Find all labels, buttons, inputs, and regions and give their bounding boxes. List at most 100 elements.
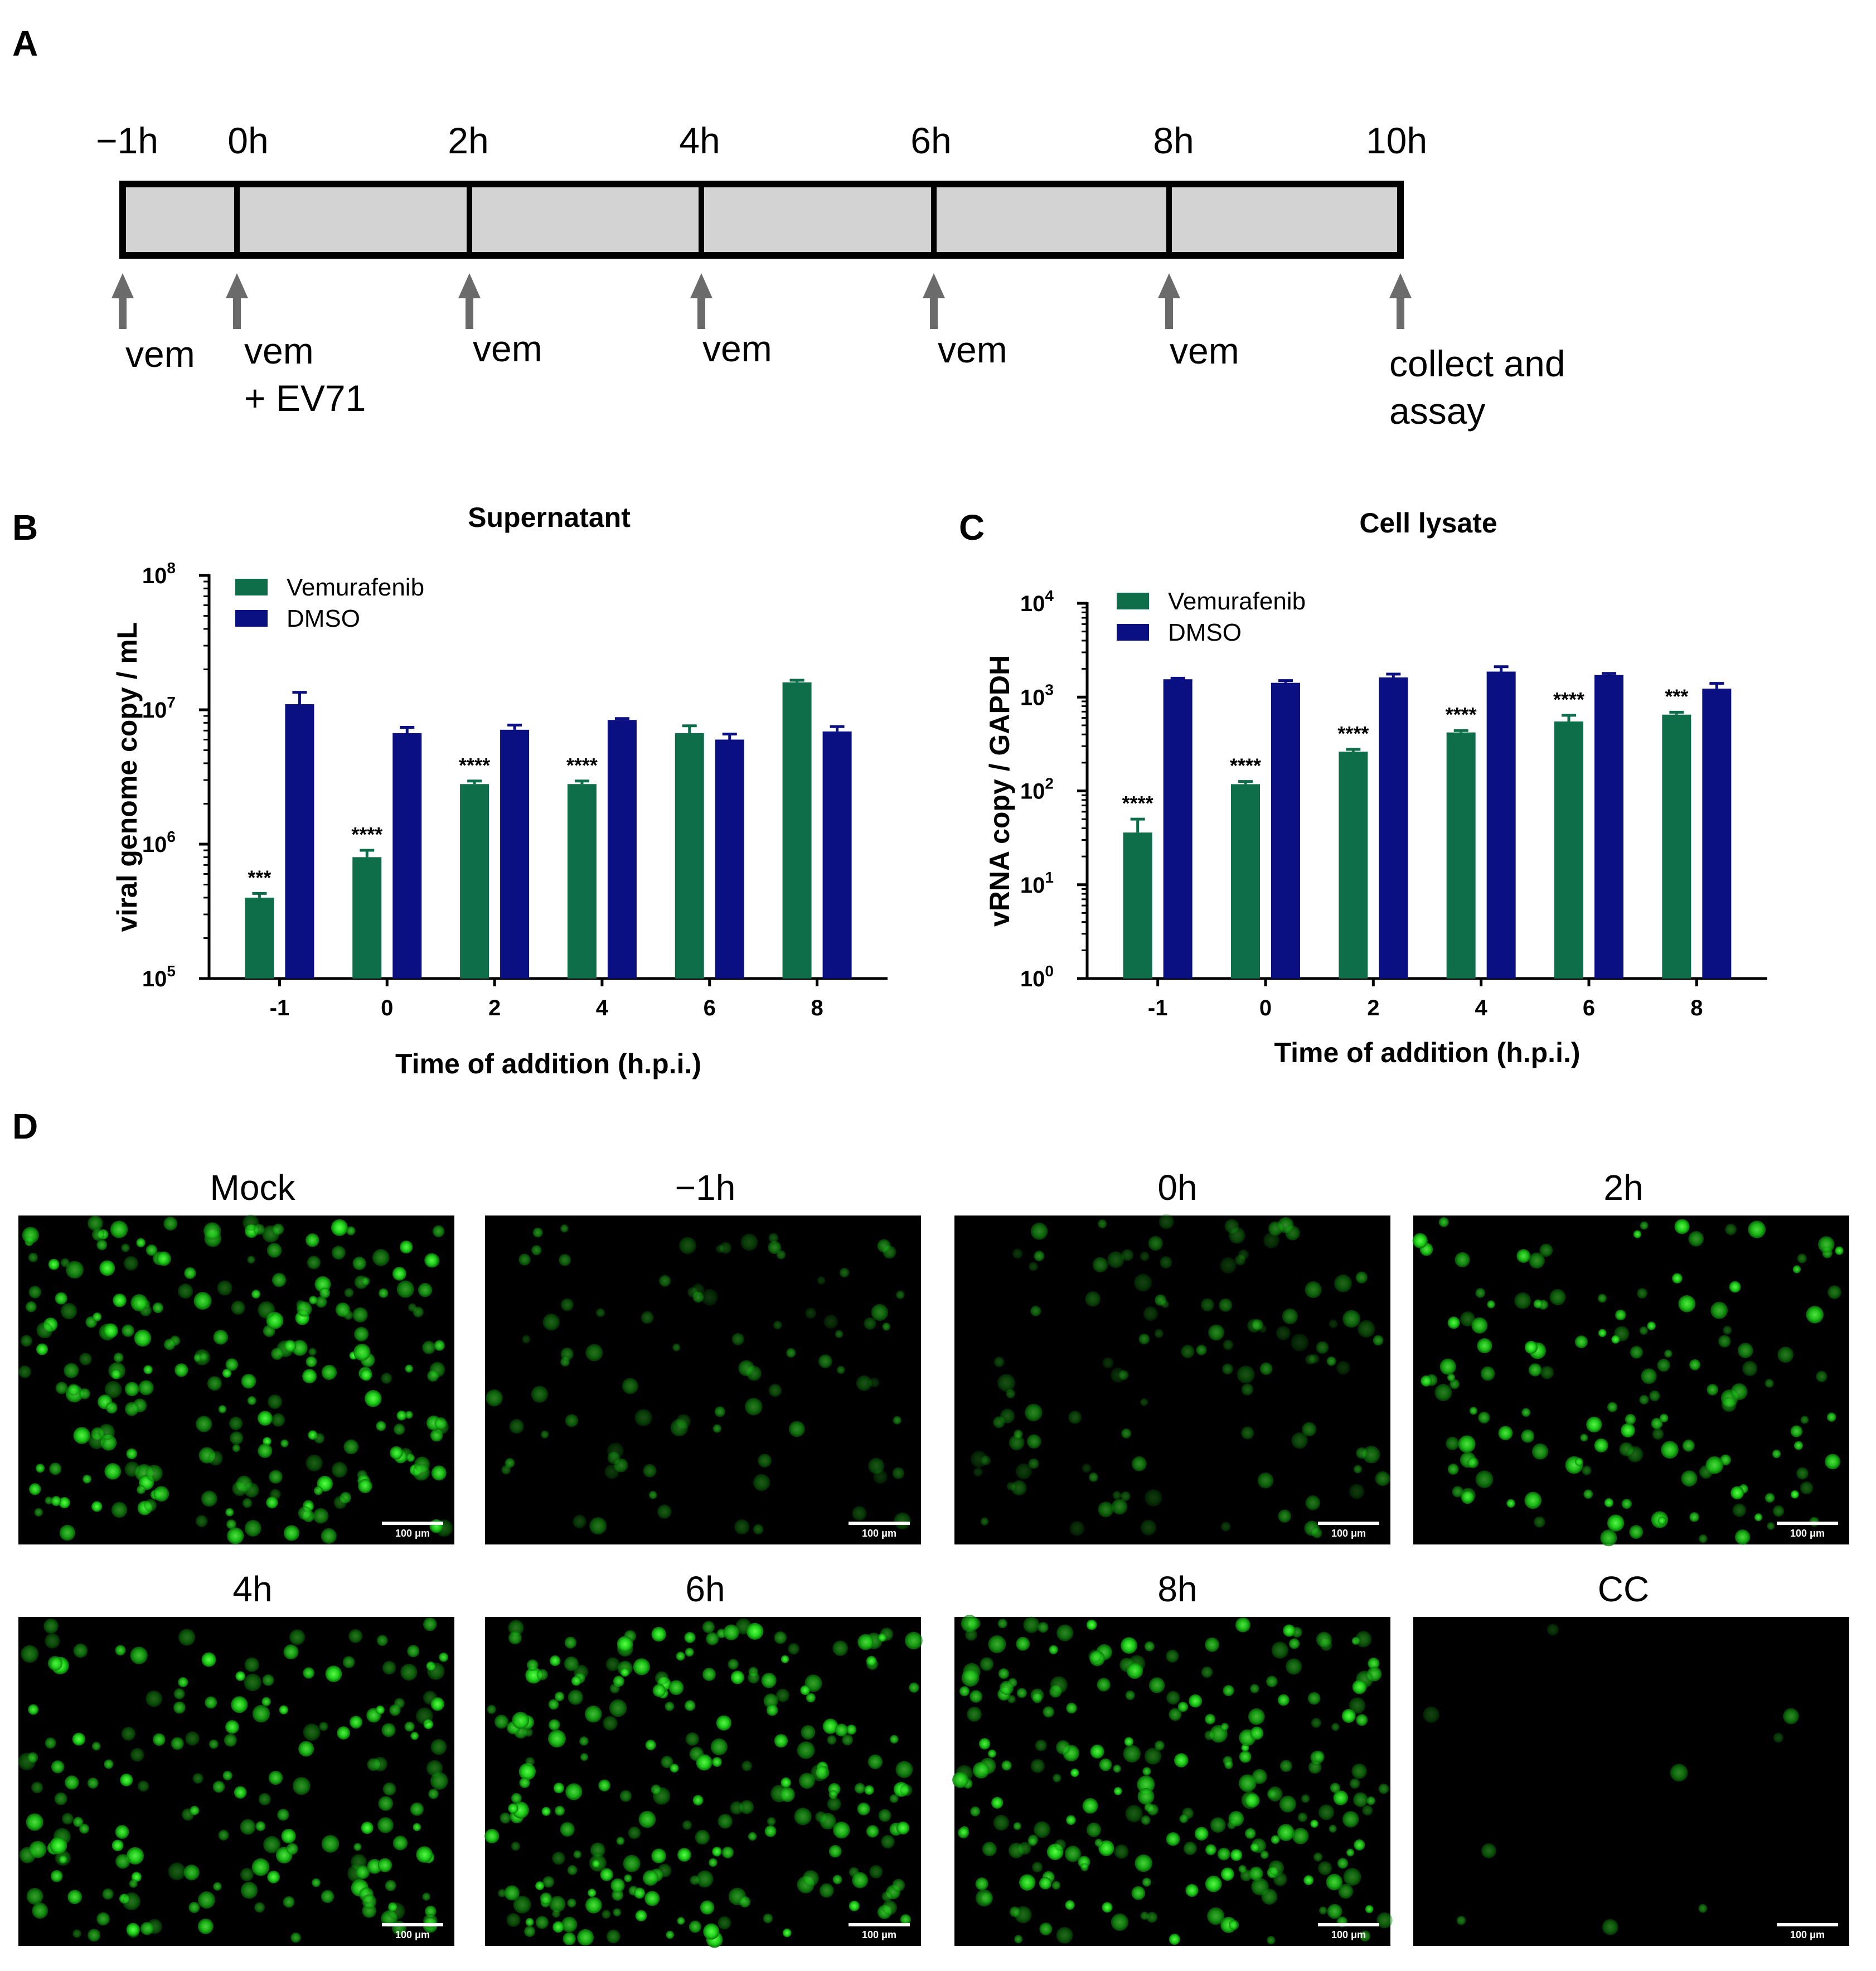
cell-dot [856, 1375, 872, 1391]
x-tick-label: 6 [704, 996, 716, 1020]
cell-dot [1796, 1467, 1809, 1480]
y-axis-title: viral genome copy / mL [112, 622, 143, 932]
cell-dot [1025, 1403, 1043, 1422]
cell-dot [633, 1658, 650, 1675]
cell-dot [152, 1302, 163, 1314]
cell-dot [866, 1655, 877, 1667]
cell-dot [1097, 1678, 1111, 1692]
cell-dot [130, 1294, 148, 1311]
cell-dot [540, 1430, 549, 1439]
cell-dot [146, 1690, 162, 1707]
cell-dot [1475, 1470, 1494, 1489]
chart-title: Cell lysate [1359, 507, 1497, 539]
cell-dot [1092, 1257, 1108, 1273]
cell-dot [416, 1846, 433, 1863]
cell-dot [1196, 1344, 1207, 1355]
timeline-diagram: −1h 0h 2h 4h 6h 8h 10h vem vem + EV71 vem vem vem vem… [96, 120, 1565, 432]
cell-dot [774, 1631, 787, 1644]
cell-dot [284, 1340, 297, 1352]
legend-swatch-dmso [235, 610, 268, 627]
cell-dot [183, 1865, 200, 1881]
cell-dot [1423, 1706, 1439, 1723]
cell-dot [1311, 1717, 1321, 1728]
legend-label: Vemurafenib [1168, 588, 1306, 615]
cell-dot [20, 1335, 32, 1347]
cell-dot [584, 1705, 602, 1723]
cell-dot [227, 1527, 244, 1544]
cell-dot [666, 1930, 675, 1939]
cell-dot [434, 1340, 445, 1351]
bar-vemurafenib [782, 682, 812, 979]
cell-dot [1818, 1236, 1835, 1253]
cell-dot [1316, 1341, 1329, 1354]
timeline-time-label: 8h [1153, 120, 1194, 161]
cell-dot [1237, 1365, 1255, 1384]
cell-dot [240, 1819, 256, 1835]
cell-dot [522, 1335, 531, 1344]
cell-dot [549, 1896, 566, 1912]
cell-dot [381, 1372, 392, 1384]
cell-dot [1224, 1760, 1233, 1769]
cell-dot [1481, 1843, 1496, 1858]
cell-dot [376, 1635, 388, 1646]
cell-dot [1014, 1935, 1023, 1944]
cell-dot [896, 1290, 905, 1300]
cell-dot [331, 1219, 348, 1236]
cell-dot [668, 1680, 684, 1696]
cell-dot [721, 1846, 734, 1859]
cell-dot [1065, 1900, 1075, 1910]
cell-dot [91, 1228, 105, 1241]
cell-dot [564, 1636, 577, 1649]
cell-dot [1169, 1708, 1182, 1721]
cell-dot [1316, 1631, 1332, 1648]
cell-dot [434, 1417, 447, 1430]
cell-dot [988, 1635, 1006, 1653]
cell-dot [524, 1925, 536, 1937]
cell-dot [1710, 1301, 1728, 1319]
cell-dot [1160, 1256, 1172, 1268]
cell-dot [1640, 1221, 1649, 1230]
cell-dot [1043, 1706, 1054, 1718]
cell-dot [1354, 1839, 1365, 1851]
cell-dot [1266, 1675, 1278, 1688]
cell-dot [1800, 1416, 1809, 1424]
cell-dot [1450, 1379, 1460, 1389]
cell-dot [271, 1413, 285, 1427]
cell-dot [987, 1749, 996, 1758]
cell-dot [866, 1825, 879, 1838]
cell-dot [1777, 1347, 1794, 1363]
cell-dot [138, 1380, 154, 1396]
cell-dot [358, 1479, 372, 1493]
cell-dot [1248, 1708, 1265, 1725]
cell-dot [1682, 1439, 1695, 1452]
x-tick-label: 8 [1690, 996, 1703, 1020]
cell-dot [592, 1859, 600, 1868]
cell-dot [258, 1301, 275, 1319]
cell-dot [392, 1836, 408, 1851]
cell-dot [1205, 1844, 1216, 1856]
cell-dot [261, 1697, 271, 1707]
cell-dot [331, 1246, 346, 1260]
cell-dot [122, 1892, 140, 1911]
cell-dot [645, 1740, 656, 1751]
cell-dot [232, 1444, 240, 1452]
cell-dot [1088, 1649, 1102, 1663]
cell-dot [289, 1629, 306, 1645]
cell-dot [361, 1277, 370, 1286]
x-tick-label: 0 [1259, 996, 1272, 1020]
cell-dot [173, 1688, 185, 1699]
cell-dot [302, 1369, 317, 1384]
cell-dot [1516, 1249, 1531, 1263]
cell-dot [91, 1501, 103, 1512]
cell-dot [303, 1723, 321, 1741]
cell-dot [676, 1652, 685, 1661]
cell-dot [1142, 1767, 1151, 1776]
cell-dot [1008, 1842, 1024, 1858]
bar-dmso [1163, 679, 1193, 979]
cell-dot [700, 1900, 715, 1915]
cell-dot [670, 1764, 679, 1773]
cell-dot [972, 1762, 990, 1779]
cell-dot [768, 1383, 782, 1397]
cell-dot [616, 1837, 625, 1846]
cell-dot [297, 1301, 312, 1317]
